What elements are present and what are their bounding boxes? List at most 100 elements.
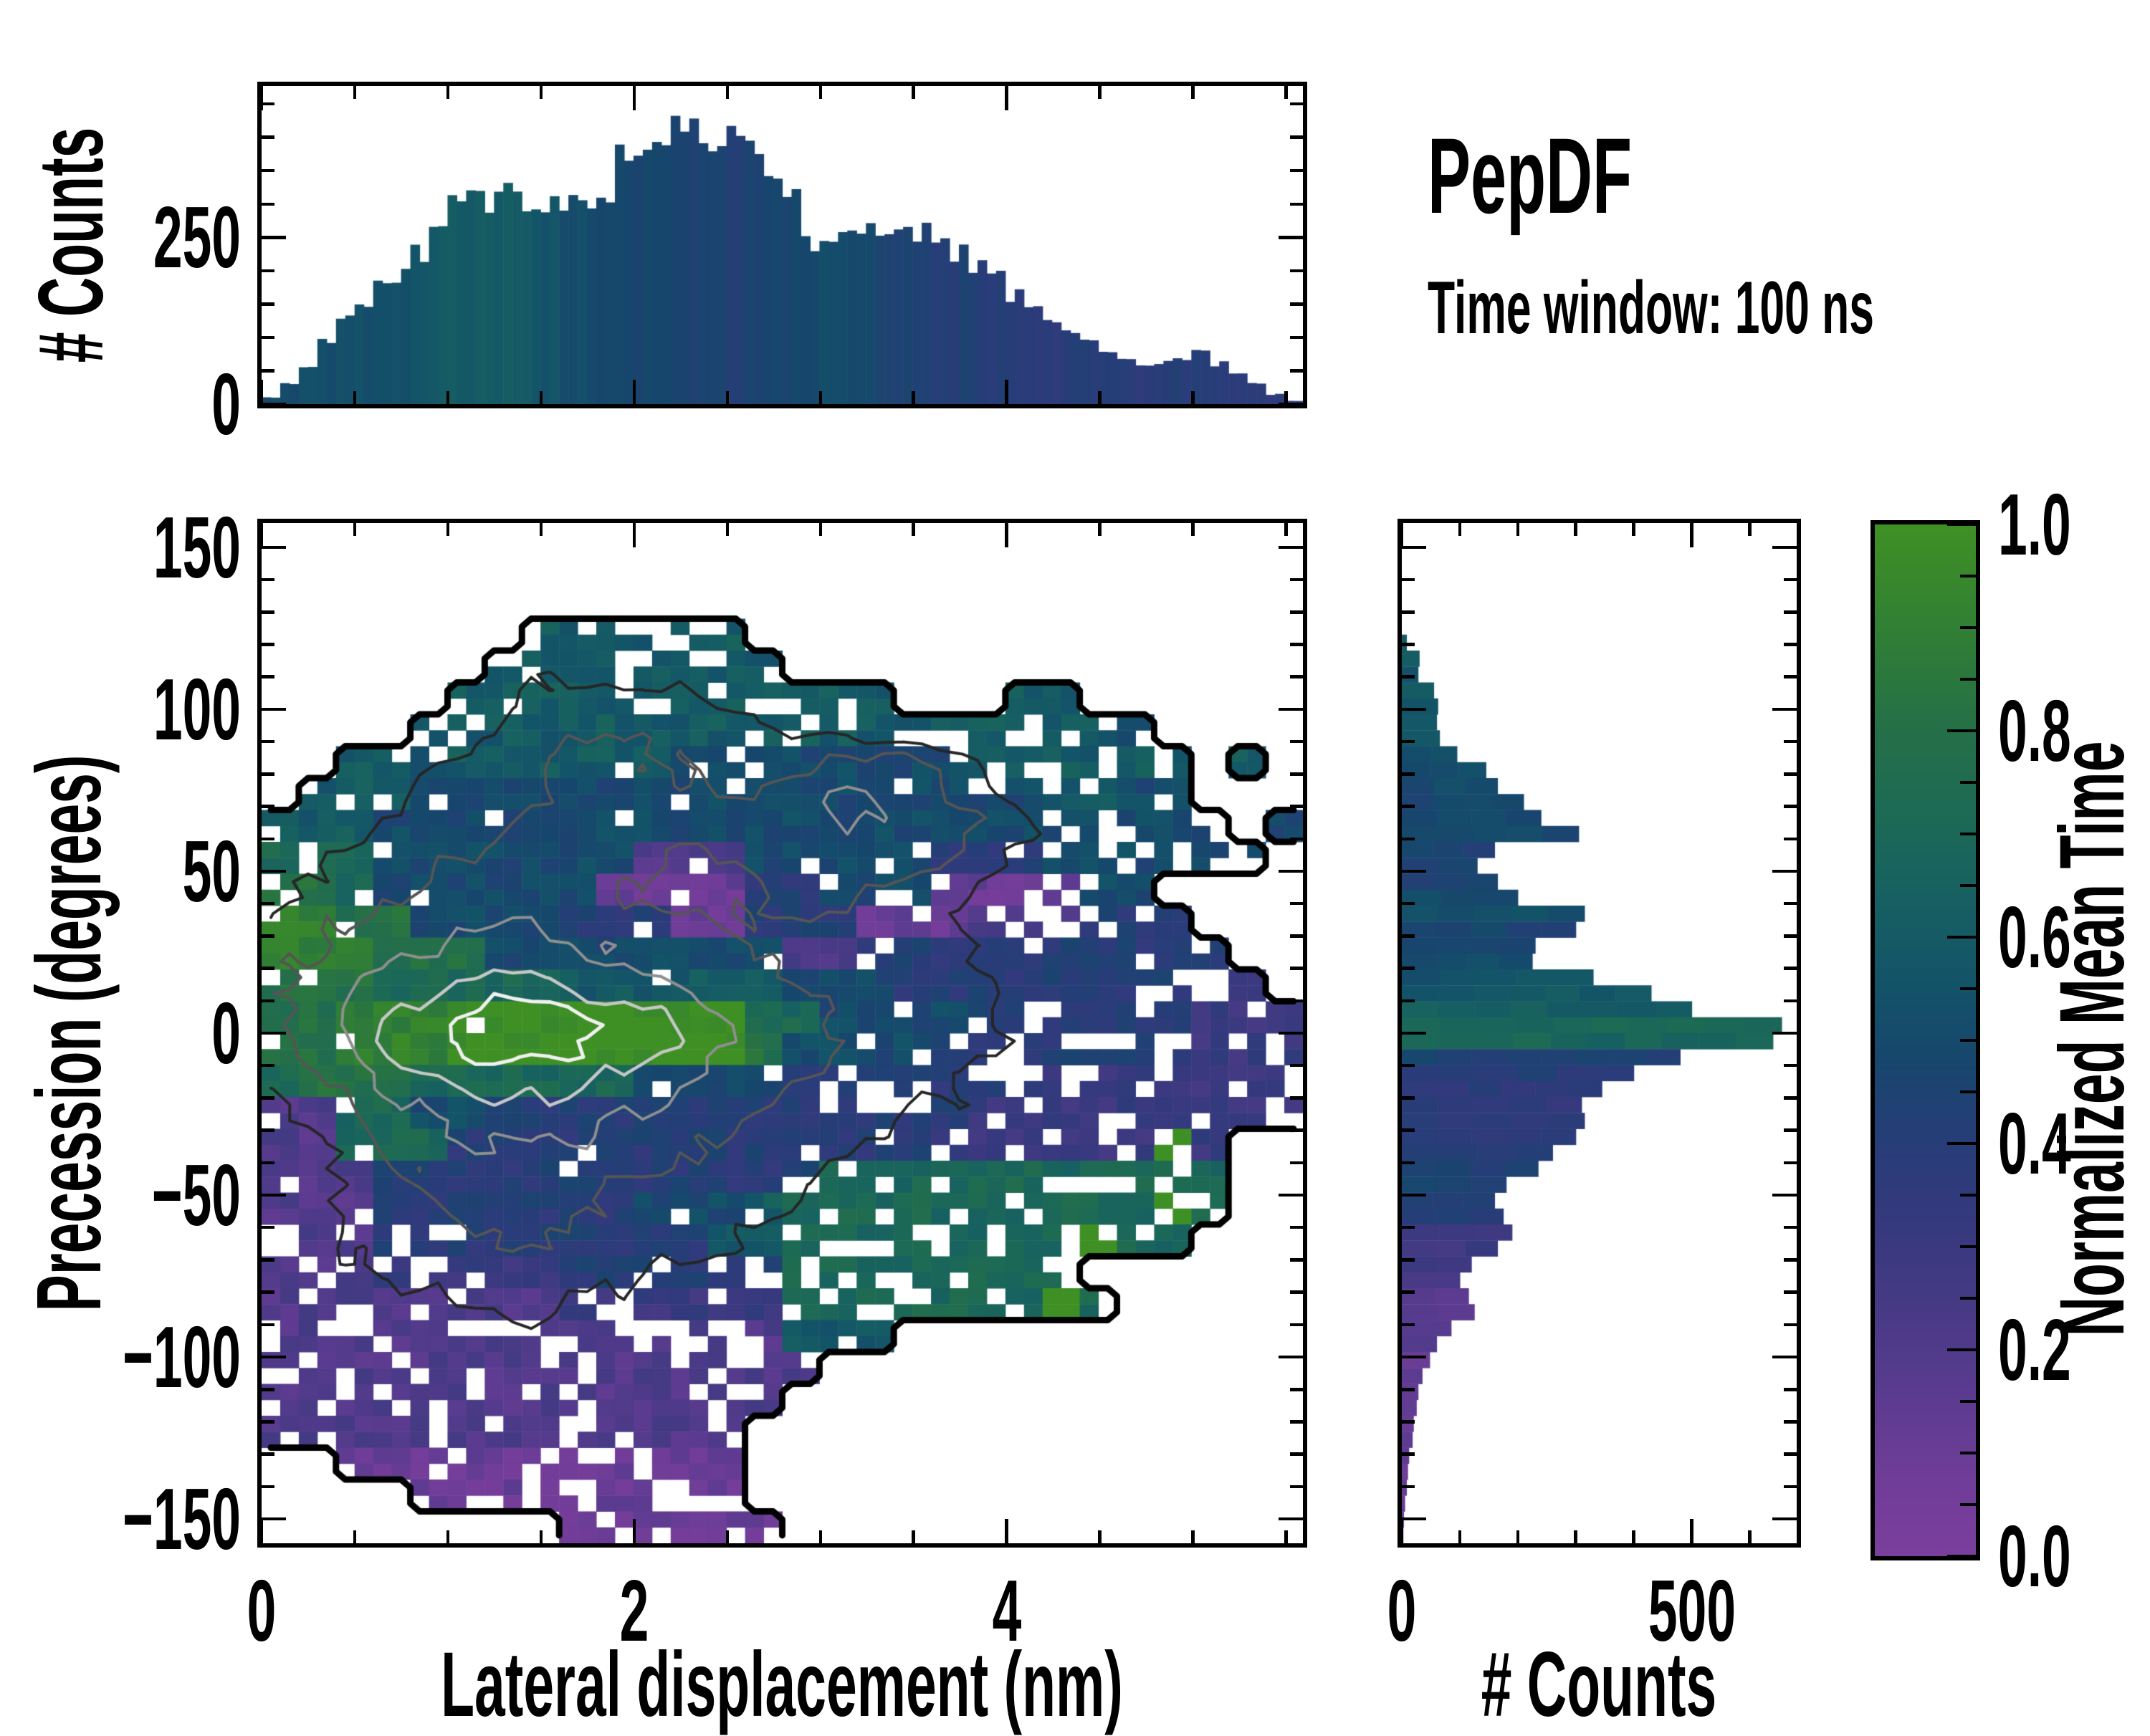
axis-tick [1402, 1161, 1415, 1165]
axis-tick [1632, 523, 1635, 536]
axis-tick [353, 523, 357, 536]
axis-tick [912, 523, 915, 536]
axis-tick [1784, 901, 1797, 906]
axis-tick [1402, 772, 1415, 776]
axis-tick [262, 739, 274, 744]
axis-tick [262, 901, 274, 906]
axis-tick [1784, 1063, 1797, 1068]
axis-tick [262, 168, 274, 173]
axis-tick [1402, 901, 1415, 906]
tick-label: 2 [619, 1562, 649, 1659]
axis-tick [1290, 168, 1303, 173]
axis-tick [1402, 837, 1415, 840]
axis-tick [262, 837, 274, 840]
axis-tick [1290, 102, 1303, 106]
axis-tick [1290, 610, 1303, 614]
axis-tick [1947, 1554, 1976, 1558]
tick-label: −50 [151, 1146, 241, 1245]
main-heatmap-panel [257, 519, 1307, 1548]
axis-tick [1458, 523, 1462, 536]
axis-tick [1284, 391, 1288, 404]
axis-tick [1458, 1530, 1462, 1543]
axis-tick [1784, 1323, 1797, 1327]
axis-tick [262, 369, 274, 373]
tick-label: 0 [1387, 1562, 1417, 1659]
axis-tick [1772, 1031, 1797, 1035]
figure-subtitle: Time window: 100 ns [1428, 267, 1874, 350]
axis-tick [818, 1530, 823, 1543]
axis-tick [1632, 1530, 1635, 1543]
tick-label: 4 [992, 1562, 1022, 1659]
axis-tick [1005, 86, 1008, 110]
axis-tick [262, 1031, 286, 1035]
axis-tick [1772, 1517, 1797, 1521]
axis-tick [1784, 1161, 1797, 1165]
axis-tick [1960, 677, 1976, 681]
axis-tick [1772, 869, 1797, 873]
axis-tick [1772, 707, 1797, 711]
tick-label: 0.8 [1998, 682, 2071, 780]
axis-tick [1098, 523, 1102, 536]
axis-tick [446, 86, 450, 99]
axis-tick [262, 999, 274, 1003]
axis-tick [725, 86, 730, 99]
axis-tick [1290, 135, 1303, 139]
axis-tick [262, 1323, 274, 1327]
axis-tick [262, 1452, 274, 1456]
axis-tick [1191, 523, 1195, 536]
axis-tick [353, 1530, 357, 1543]
axis-tick [1098, 391, 1102, 404]
axis-tick [1947, 729, 1976, 733]
axis-tick [1402, 1388, 1415, 1391]
axis-tick [539, 1530, 543, 1543]
axis-tick [1784, 934, 1797, 938]
axis-tick [1402, 1452, 1415, 1456]
axis-tick [1784, 1096, 1797, 1100]
axis-tick [1290, 934, 1303, 938]
axis-tick [262, 805, 274, 808]
axis-tick [1960, 987, 1976, 991]
axis-tick [262, 610, 274, 614]
axis-tick [1402, 707, 1426, 711]
axis-tick [1748, 1530, 1752, 1543]
axis-tick [262, 675, 274, 678]
axis-tick [1402, 999, 1415, 1003]
axis-tick [1290, 335, 1303, 340]
axis-tick [353, 391, 357, 404]
axis-tick [1960, 780, 1976, 785]
axis-tick [1290, 1323, 1303, 1327]
right-histogram-panel [1398, 519, 1801, 1548]
axis-tick [539, 391, 543, 404]
axis-tick [1784, 1258, 1797, 1262]
axis-tick [1784, 1225, 1797, 1229]
axis-tick [1402, 1290, 1415, 1294]
axis-tick [1290, 1485, 1303, 1489]
axis-tick [1784, 610, 1797, 614]
axis-tick [1290, 1063, 1303, 1068]
axis-tick [259, 1519, 264, 1543]
axis-tick [1784, 1128, 1797, 1132]
axis-tick [1960, 1193, 1976, 1197]
axis-tick [1191, 86, 1195, 99]
axis-tick [725, 391, 730, 404]
axis-tick [1784, 675, 1797, 678]
axis-tick [1516, 1530, 1520, 1543]
axis-tick [1279, 402, 1303, 406]
axis-tick [1960, 883, 1976, 888]
axis-tick [259, 523, 264, 547]
axis-tick [632, 523, 636, 547]
right-histogram-canvas [1402, 523, 1797, 1543]
axis-tick [262, 1096, 274, 1100]
axis-tick [1690, 1519, 1693, 1543]
axis-tick [262, 1225, 274, 1229]
axis-tick [262, 1355, 286, 1359]
axis-tick [1960, 1296, 1976, 1300]
axis-tick [1279, 545, 1303, 550]
axis-tick [632, 380, 636, 404]
axis-tick [1290, 675, 1303, 678]
axis-tick [262, 1388, 274, 1391]
axis-tick [1947, 522, 1976, 527]
axis-tick [1279, 869, 1303, 873]
axis-tick [262, 402, 286, 406]
axis-tick [632, 1519, 636, 1543]
